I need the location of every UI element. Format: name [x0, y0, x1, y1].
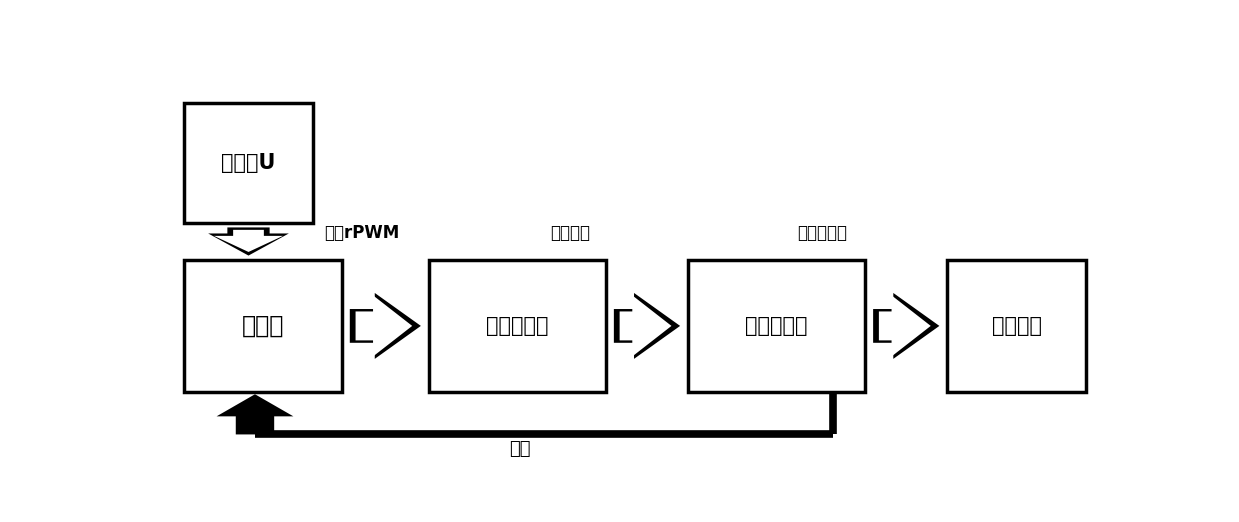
- Text: 单片机: 单片机: [242, 314, 284, 338]
- Polygon shape: [878, 295, 930, 357]
- Text: 输出rPWM: 输出rPWM: [323, 224, 399, 242]
- Polygon shape: [873, 293, 939, 359]
- Text: 外部设备: 外部设备: [991, 316, 1042, 336]
- FancyBboxPatch shape: [183, 259, 342, 392]
- Text: 运算放大器: 运算放大器: [746, 316, 808, 336]
- Text: 输出模拟量: 输出模拟量: [797, 224, 847, 242]
- Polygon shape: [208, 228, 289, 256]
- Text: 电压值U: 电压值U: [222, 153, 276, 173]
- Polygon shape: [620, 295, 672, 357]
- Polygon shape: [217, 394, 294, 434]
- Polygon shape: [349, 293, 421, 359]
- FancyBboxPatch shape: [183, 103, 313, 223]
- Polygon shape: [356, 295, 413, 357]
- FancyBboxPatch shape: [429, 259, 606, 392]
- FancyBboxPatch shape: [947, 259, 1087, 392]
- Polygon shape: [214, 230, 282, 252]
- Polygon shape: [613, 293, 680, 359]
- Text: 低通滤波器: 低通滤波器: [486, 316, 549, 336]
- Text: 滤波整流: 滤波整流: [550, 224, 590, 242]
- Text: 反馈: 反馈: [509, 440, 530, 457]
- FancyBboxPatch shape: [688, 259, 866, 392]
